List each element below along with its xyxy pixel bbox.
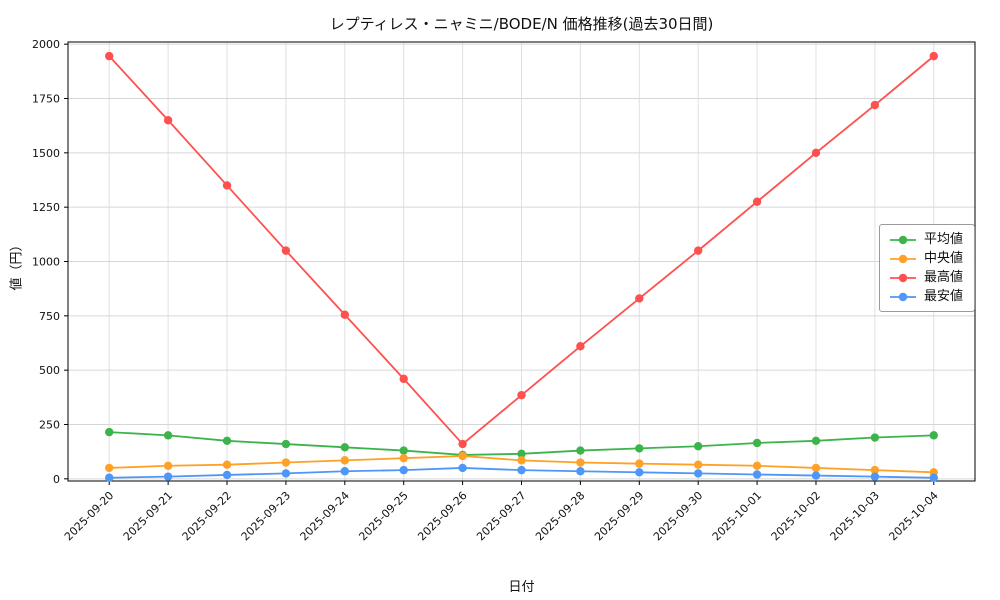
legend-label: 平均値 [923, 232, 963, 247]
svg-text:2025-09-27: 2025-09-27 [474, 489, 528, 543]
svg-text:1250: 1250 [32, 201, 60, 214]
svg-text:250: 250 [39, 418, 60, 431]
legend-label: 最安値 [923, 289, 963, 304]
legend-item-4: 最安値 [889, 290, 963, 303]
svg-text:2000: 2000 [32, 38, 60, 51]
legend-item-2: 中央値 [889, 252, 963, 265]
series-最安値 [105, 463, 938, 482]
svg-text:500: 500 [39, 364, 60, 377]
svg-text:1000: 1000 [32, 256, 60, 269]
svg-text:2025-09-29: 2025-09-29 [592, 489, 646, 543]
grid-lines [68, 42, 975, 481]
legend-item-1: 平均値 [889, 233, 963, 246]
svg-text:2025-09-30: 2025-09-30 [651, 489, 705, 543]
svg-text:2025-10-04: 2025-10-04 [886, 489, 940, 543]
legend-label: 最高値 [923, 270, 963, 285]
legend-box: 平均値中央値最高値最安値 [878, 224, 975, 312]
y-axis-title: 値（円） [9, 238, 25, 291]
series-中央値 [105, 451, 938, 477]
legend-label: 中央値 [923, 251, 963, 266]
y-tick-labels: 0 250 500 750 1000 1250 1500 1750 2000 [32, 38, 60, 486]
x-axis-title: 日付 [508, 580, 535, 595]
legend-line-marker-icon [889, 273, 916, 282]
svg-text:2025-10-01: 2025-10-01 [710, 489, 764, 543]
svg-text:2025-09-21: 2025-09-21 [121, 489, 175, 543]
svg-text:2025-09-22: 2025-09-22 [180, 489, 234, 543]
svg-text:2025-09-24: 2025-09-24 [298, 489, 352, 543]
legend-line-marker-icon [889, 254, 916, 263]
axis-ticks [64, 43, 935, 485]
x-tick-labels: 2025-09-20 2025-09-21 2025-09-22 2025-09-23… [62, 489, 941, 543]
chart-title: レプティレス・ニャミニ/BODE/N 価格推移(過去30日間) [329, 15, 714, 33]
svg-text:2025-09-26: 2025-09-26 [415, 489, 469, 543]
series-平均値 [105, 427, 938, 460]
svg-text:1500: 1500 [32, 147, 60, 160]
svg-text:750: 750 [39, 310, 60, 323]
svg-text:0: 0 [53, 473, 60, 486]
series-最高値 [105, 51, 938, 449]
svg-text:2025-09-20: 2025-09-20 [62, 489, 116, 543]
legend-item-3: 最高値 [889, 271, 963, 284]
legend-line-marker-icon [889, 235, 916, 244]
svg-text:2025-09-23: 2025-09-23 [239, 489, 293, 543]
svg-text:2025-10-02: 2025-10-02 [769, 489, 823, 543]
svg-text:2025-09-28: 2025-09-28 [533, 489, 587, 543]
legend-line-marker-icon [889, 292, 916, 301]
svg-text:1750: 1750 [32, 93, 60, 106]
svg-text:2025-10-03: 2025-10-03 [828, 489, 882, 543]
svg-text:2025-09-25: 2025-09-25 [356, 489, 410, 543]
